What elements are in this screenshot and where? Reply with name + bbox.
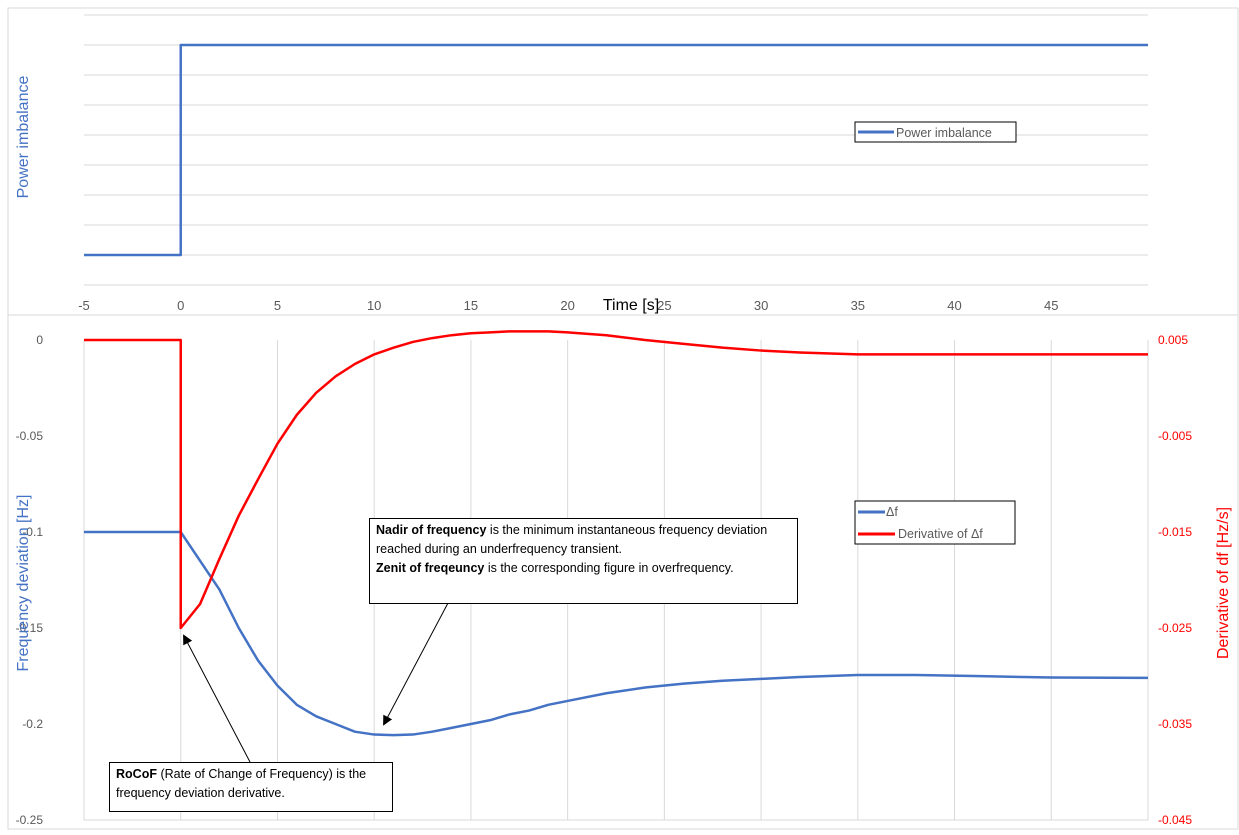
right-y-tick-label: 0.005 <box>1158 333 1188 347</box>
bottom-chart-left-tick-labels: 0 -0.05 -0.1 -0.15 -0.2 -0.25 <box>16 333 44 827</box>
top-x-tick-label: 25 <box>657 298 671 313</box>
left-y-tick-label: -0.25 <box>16 813 44 827</box>
top-chart-x-tick-labels: -5 0 5 10 15 20 25 30 35 40 45 <box>78 298 1058 313</box>
top-x-tick-label: 40 <box>947 298 961 313</box>
nadir-annotation: Nadir of frequency is the minimum instan… <box>369 518 798 604</box>
left-y-tick-label: -0.05 <box>16 429 44 443</box>
top-x-tick-label: -5 <box>78 298 90 313</box>
right-y-tick-label: -0.035 <box>1158 717 1192 731</box>
legend-delta-f-label: Δf <box>886 505 898 519</box>
top-x-tick-label: 15 <box>464 298 478 313</box>
right-y-tick-label: -0.005 <box>1158 429 1192 443</box>
nadir-annotation-text: is the minimum instantaneous frequency d… <box>376 523 768 556</box>
bottom-chart-frame <box>7 314 1239 830</box>
derivative-line <box>84 330 1148 630</box>
power-imbalance-line <box>84 43 1148 257</box>
top-x-tick-label: 35 <box>851 298 865 313</box>
delta-f-line <box>84 530 1149 737</box>
top-chart-series <box>84 43 1148 257</box>
right-y-tick-label: -0.025 <box>1158 621 1192 635</box>
bottom-chart-legend: Δf Derivative of Δf <box>854 500 1016 545</box>
bottom-chart-right-tick-labels: 0.005 -0.005 -0.015 -0.025 -0.035 -0.045 <box>1158 333 1192 827</box>
nadir-arrow <box>383 602 449 726</box>
bottom-chart-y-axis-title: Frequency deviation [Hz] <box>15 495 32 672</box>
top-chart-gridlines <box>84 14 1148 286</box>
right-y-tick-label: -0.015 <box>1158 525 1192 539</box>
top-x-tick-label: 45 <box>1044 298 1058 313</box>
left-y-tick-label: 0 <box>36 333 43 347</box>
rocof-annotation-text: (Rate of Change of Frequency) is the fre… <box>116 767 367 800</box>
rocof-arrow <box>183 634 251 763</box>
top-chart-x-axis-title: Time [s] <box>603 297 659 314</box>
top-x-tick-label: 5 <box>274 298 281 313</box>
rocof-annotation: RoCoF (Rate of Change of Frequency) is t… <box>109 762 393 812</box>
rocof-annotation-bold: RoCoF <box>116 767 157 781</box>
top-chart-y-axis-title: Power imbalance <box>15 76 32 199</box>
legend-power-label: Power imbalance <box>896 126 992 140</box>
bottom-chart-y2-axis-title: Derivative of df [Hz/s] <box>1215 507 1232 659</box>
legend-derivative-label: Derivative of Δf <box>898 527 983 541</box>
right-y-tick-label: -0.045 <box>1158 813 1192 827</box>
zenit-annotation-bold: Zenit of freqeuncy <box>376 561 485 575</box>
top-chart-legend: Power imbalance <box>854 121 1017 143</box>
zenit-annotation-text: is the corresponding figure in overfrequ… <box>484 561 734 575</box>
left-y-tick-label: -0.2 <box>22 717 43 731</box>
bottom-chart-series <box>84 330 1149 737</box>
nadir-annotation-bold: Nadir of frequency <box>376 523 487 537</box>
top-x-tick-label: 30 <box>754 298 768 313</box>
top-x-tick-label: 10 <box>367 298 381 313</box>
left-y-tick-label: -0.1 <box>22 525 43 539</box>
left-y-tick-label: -0.15 <box>16 621 44 635</box>
top-chart-frame <box>7 7 1239 316</box>
top-x-tick-label: 20 <box>560 298 574 313</box>
top-x-tick-label: 0 <box>177 298 184 313</box>
